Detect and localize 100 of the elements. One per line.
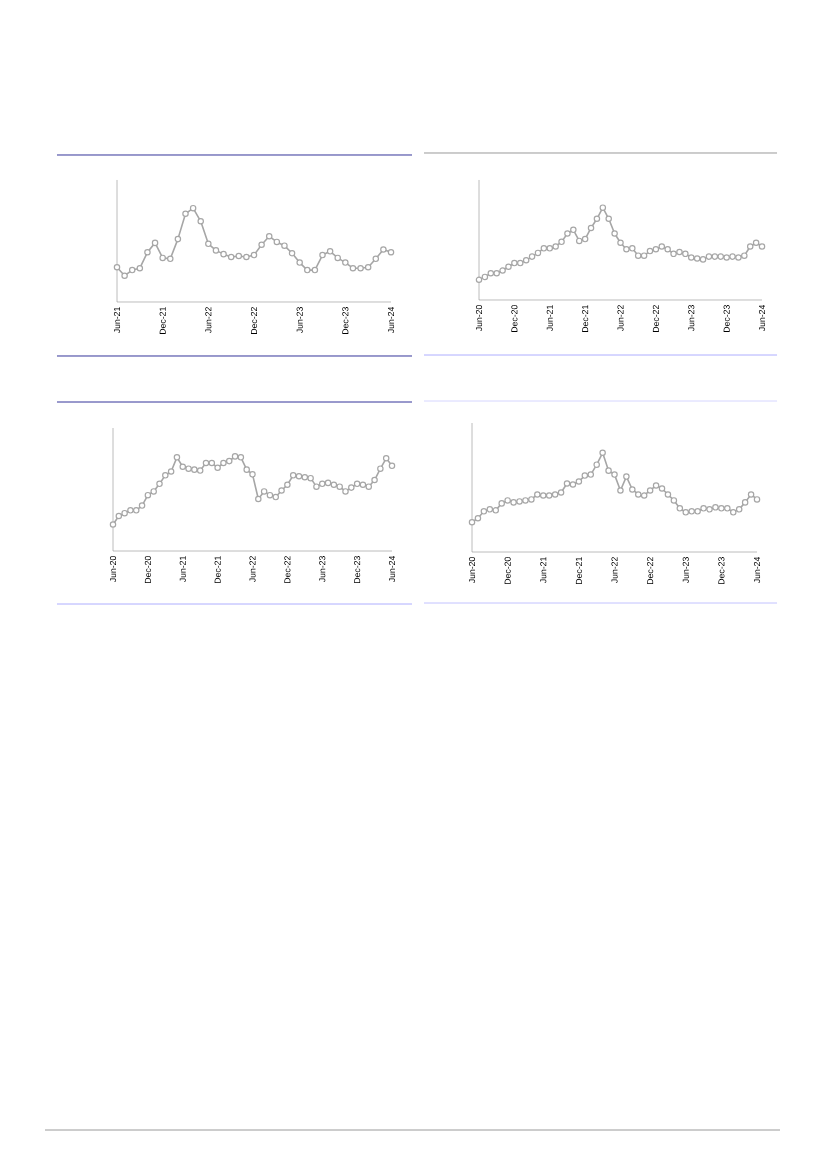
point: [629, 245, 636, 252]
point: [151, 239, 159, 247]
point: [258, 241, 265, 249]
x-tick-label: Jun-21: [546, 305, 553, 332]
x-tick-label: Jun-23: [319, 556, 326, 583]
x-tick-label: Jun-20: [468, 557, 476, 584]
point: [551, 491, 559, 498]
x-tick-label: Jun-23: [296, 307, 303, 334]
point: [499, 267, 506, 274]
point: [182, 210, 189, 218]
point: [109, 521, 117, 528]
x-tick-label: Dec-22: [652, 305, 659, 332]
point: [174, 235, 182, 243]
point: [546, 245, 554, 252]
point: [162, 472, 169, 479]
point: [144, 249, 151, 256]
x-tick-label: Jun-24: [388, 555, 396, 583]
point: [324, 479, 332, 487]
x-tick-label: Dec-22: [284, 556, 291, 583]
point: [377, 465, 384, 472]
x-tick-label: Dec-23: [718, 557, 725, 584]
point: [167, 468, 175, 475]
point: [364, 264, 372, 271]
point: [231, 453, 239, 460]
point: [752, 239, 760, 247]
x-tick-label: Dec-22: [250, 307, 258, 334]
x-tick-label: Dec-22: [647, 557, 654, 584]
point: [646, 487, 654, 494]
point: [718, 505, 725, 512]
point: [587, 224, 595, 232]
point: [214, 464, 221, 472]
point: [712, 504, 719, 511]
x-tick-label: Jun-20: [475, 305, 483, 332]
point: [121, 509, 128, 517]
point: [249, 471, 256, 478]
point: [753, 496, 761, 503]
point: [664, 245, 671, 253]
point: [132, 507, 140, 514]
point: [371, 476, 378, 484]
point: [587, 471, 595, 478]
point: [492, 507, 500, 514]
point: [480, 508, 488, 515]
point: [723, 254, 730, 261]
x-tick-label: Jun-24: [387, 306, 395, 334]
point: [250, 251, 258, 259]
point: [682, 250, 689, 258]
point: [670, 250, 677, 258]
point: [735, 254, 742, 261]
point: [487, 269, 495, 277]
x-tick-label: Dec-21: [159, 307, 166, 334]
point: [505, 263, 512, 271]
point: [185, 465, 192, 472]
point: [552, 243, 559, 250]
point: [372, 255, 380, 263]
point: [575, 478, 583, 485]
point: [634, 252, 642, 259]
point: [144, 491, 152, 499]
point: [493, 269, 500, 277]
point: [724, 505, 731, 512]
point: [387, 249, 395, 256]
point: [318, 480, 326, 488]
point: [138, 502, 146, 509]
point: [289, 472, 297, 479]
point: [380, 246, 387, 253]
point: [593, 461, 600, 468]
x-tick-label: Jun-22: [617, 305, 624, 332]
point: [581, 235, 589, 243]
point: [330, 481, 338, 489]
point: [150, 488, 157, 495]
point: [189, 204, 197, 212]
point: [121, 272, 128, 279]
point: [359, 481, 367, 489]
point: [516, 498, 523, 505]
point: [197, 218, 204, 225]
point: [353, 480, 361, 488]
point: [136, 264, 144, 272]
point: [237, 454, 245, 461]
point: [481, 273, 489, 281]
point: [113, 264, 121, 271]
point: [243, 253, 250, 261]
point: [629, 486, 636, 493]
point: [334, 254, 341, 262]
point: [528, 496, 535, 503]
point: [156, 480, 163, 488]
point: [517, 259, 524, 267]
point: [758, 243, 766, 250]
point: [545, 492, 553, 499]
point: [682, 509, 690, 516]
point: [365, 483, 373, 490]
x-tick-label: Dec-21: [214, 556, 221, 583]
point: [191, 466, 198, 473]
point: [705, 253, 713, 260]
point: [557, 489, 565, 496]
point: [676, 505, 684, 512]
point: [640, 492, 648, 499]
point: [475, 276, 483, 283]
point: [688, 508, 695, 515]
x-tick-label: Dec-21: [575, 557, 582, 584]
point: [747, 491, 755, 498]
point: [687, 254, 695, 261]
